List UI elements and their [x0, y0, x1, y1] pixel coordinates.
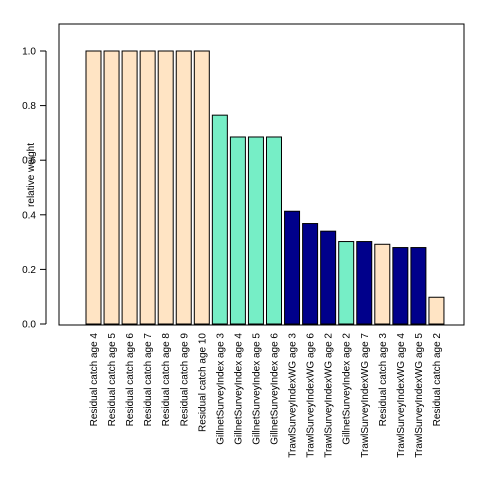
x-tick-label: TrawlSurveyIndexWG age 7 [360, 333, 371, 458]
y-tick-label: 0.6 [22, 156, 36, 167]
bar-7 [193, 50, 210, 325]
x-tick-label: Residual catch age 3 [378, 333, 389, 427]
x-tick-label: TrawlSurveyIndexWG age 4 [396, 333, 407, 458]
bar-18 [392, 247, 409, 325]
x-tick-label: Residual catch age 4 [89, 333, 100, 427]
bar-16 [356, 241, 373, 325]
x-tick-label: GillnetSurveyIndex age 4 [233, 333, 244, 445]
bar-15 [338, 241, 355, 325]
bar-3 [121, 50, 138, 325]
bar-12 [284, 210, 301, 325]
x-tick-label: GillnetSurveyIndex age 3 [215, 333, 226, 445]
bar-1 [85, 50, 102, 325]
x-tick-label: GillnetSurveyIndex age 2 [342, 333, 353, 445]
bar-6 [175, 50, 192, 325]
x-tick-label: TrawlSurveyIndexWG age 5 [414, 333, 425, 458]
bar-11 [266, 136, 282, 325]
x-tick-label: Residual catch age 8 [161, 333, 172, 427]
x-tick-label: Residual catch age 9 [179, 333, 190, 427]
y-tick-label: 0.4 [22, 210, 36, 221]
y-tick-label: 0.2 [22, 265, 36, 276]
x-tick-label: TrawlSurveyIndexWG age 3 [288, 333, 299, 458]
y-axis: 0.0 0.2 0.4 0.6 0.8 1.0 [22, 47, 47, 331]
x-tick-label: TrawlSurveyIndexWG age 2 [324, 333, 335, 458]
x-tick-label: Residual catch age 10 [197, 333, 208, 432]
y-tick-label: 1.0 [22, 47, 36, 58]
bars-group [85, 50, 445, 325]
bar-13 [302, 223, 319, 325]
bar-9 [229, 136, 246, 325]
x-tick-label: Residual catch age 5 [107, 333, 118, 427]
plot-frame [58, 23, 465, 326]
y-tick-label: 0.0 [22, 320, 36, 331]
x-tick-label: Residual catch age 2 [432, 333, 443, 427]
y-tick-label: 0.8 [22, 101, 36, 112]
x-tick-label: GillnetSurveyIndex age 6 [270, 333, 281, 445]
bar-20 [428, 296, 445, 325]
x-tick-label: TrawlSurveyIndexWG age 6 [306, 333, 317, 458]
bar-4 [139, 50, 156, 325]
y-axis-title: relative weight [26, 143, 37, 207]
bar-17 [374, 243, 391, 325]
bar-8 [211, 114, 228, 325]
bar-5 [157, 50, 174, 325]
bar-10 [247, 136, 264, 325]
x-tick-label: GillnetSurveyIndex age 5 [251, 333, 262, 445]
x-tick-label: Residual catch age 7 [143, 333, 154, 427]
bar-2 [103, 50, 120, 325]
x-tick-labels: Residual catch age 4 Residual catch age 5… [89, 333, 443, 458]
bar-19 [410, 247, 427, 325]
bar-14 [320, 230, 337, 325]
x-tick-label: Residual catch age 6 [125, 333, 136, 427]
